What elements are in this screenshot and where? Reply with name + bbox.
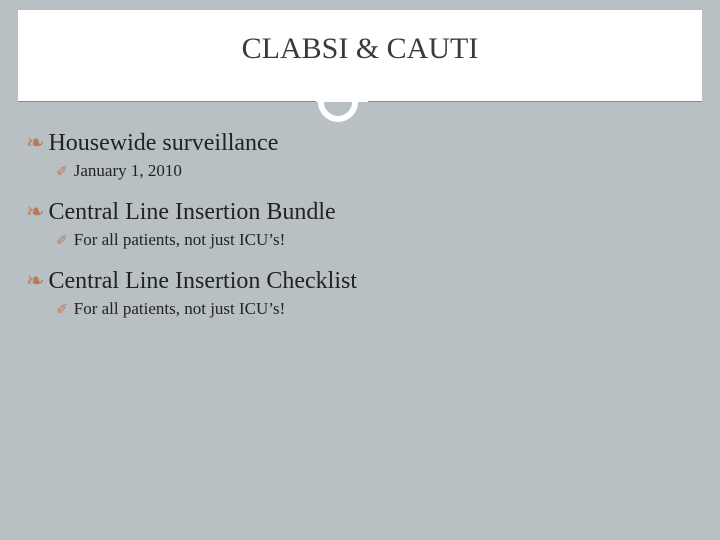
sub-bullet-icon: ✐ (56, 233, 68, 250)
circle-accent-icon (318, 82, 358, 122)
list-item: ❧ Central Line Insertion Checklist ✐ For… (26, 268, 694, 319)
item-label: Housewide surveillance (48, 130, 278, 157)
item-label: Central Line Insertion Bundle (48, 199, 335, 226)
sub-item-label: For all patients, not just ICU’s! (74, 299, 286, 319)
list-item: ❧ Housewide surveillance ✐ January 1, 20… (26, 130, 694, 181)
bullet-icon: ❧ (26, 270, 44, 292)
bullet-row: ❧ Central Line Insertion Bundle (26, 199, 694, 226)
list-item: ❧ Central Line Insertion Bundle ✐ For al… (26, 199, 694, 250)
bullet-row: ❧ Housewide surveillance (26, 130, 694, 157)
bullet-row: ❧ Central Line Insertion Checklist (26, 268, 694, 295)
item-label: Central Line Insertion Checklist (48, 268, 357, 295)
sub-bullet-icon: ✐ (56, 164, 68, 181)
slide: CLABSI & CAUTI ❧ Housewide surveillance … (18, 10, 702, 528)
sub-item-label: For all patients, not just ICU’s! (74, 230, 286, 250)
sub-item-label: January 1, 2010 (74, 161, 182, 181)
sub-row: ✐ For all patients, not just ICU’s! (56, 230, 694, 250)
bullet-icon: ❧ (26, 201, 44, 223)
page-title: CLABSI & CAUTI (18, 10, 702, 66)
sub-row: ✐ For all patients, not just ICU’s! (56, 299, 694, 319)
bullet-icon: ❧ (26, 132, 44, 154)
sub-row: ✐ January 1, 2010 (56, 161, 694, 181)
sub-bullet-icon: ✐ (56, 302, 68, 319)
content-area: ❧ Housewide surveillance ✐ January 1, 20… (18, 102, 702, 319)
